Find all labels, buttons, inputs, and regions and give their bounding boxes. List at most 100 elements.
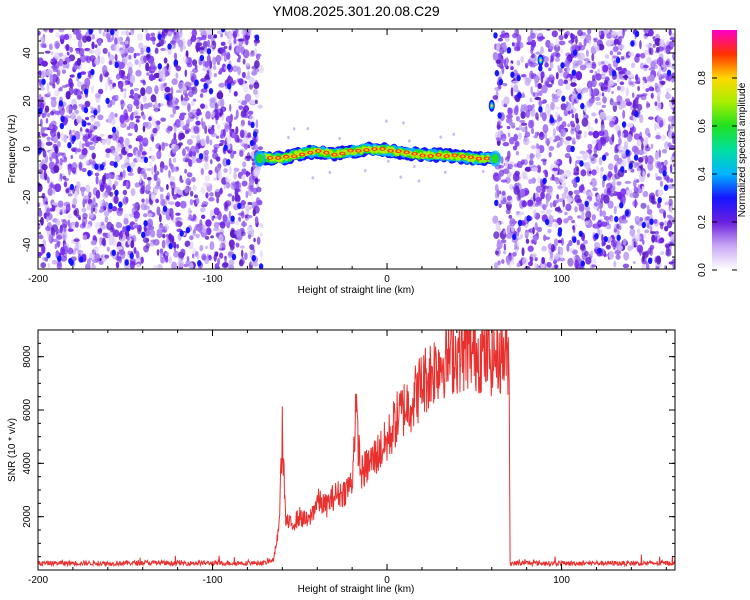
noise-speckle (515, 115, 520, 122)
noise-speckle (555, 38, 560, 48)
noise-speckle (599, 208, 603, 217)
noise-speckle (129, 82, 134, 88)
noise-speckle (158, 213, 162, 223)
noise-speckle (529, 253, 537, 258)
noise-speckle (137, 150, 142, 158)
noise-speckle (585, 210, 592, 219)
noise-speckle (511, 258, 515, 265)
noise-speckle (536, 32, 543, 37)
noise-speckle (191, 86, 198, 95)
noise-speckle (244, 93, 252, 103)
noise-speckle (47, 112, 51, 118)
noise-speckle (81, 147, 88, 156)
noise-speckle (519, 42, 524, 49)
noise-speckle-blue (494, 69, 500, 77)
noise-speckle (642, 64, 649, 69)
noise-speckle (76, 181, 81, 190)
signal-peak-core (485, 157, 489, 160)
noise-speckle (553, 199, 560, 204)
noise-speckle (213, 227, 220, 232)
noise-speckle (573, 171, 580, 176)
noise-speckle (601, 92, 605, 97)
noise-speckle-blue (69, 183, 75, 191)
noise-speckle (535, 112, 539, 120)
noise-speckle-blue (165, 94, 170, 101)
noise-speckle (82, 234, 88, 241)
noise-speckle (128, 213, 135, 217)
noise-speckle (589, 156, 597, 165)
noise-speckle (228, 31, 233, 41)
noise-speckle-blue (597, 247, 602, 254)
y-tick-label: -40 (22, 237, 33, 252)
faint-speckle (338, 136, 341, 141)
noise-speckle (94, 172, 100, 177)
noise-speckle (235, 220, 239, 226)
noise-speckle (217, 163, 222, 169)
noise-speckle (565, 203, 572, 212)
noise-speckle (501, 99, 504, 107)
noise-speckle (174, 124, 177, 133)
noise-speckle-blue (124, 259, 129, 266)
noise-speckle (162, 82, 166, 88)
noise-speckle (602, 60, 610, 66)
signal-peak-core (308, 151, 312, 154)
noise-speckle (76, 148, 82, 153)
noise-speckle (616, 51, 622, 56)
noise-speckle (613, 205, 617, 215)
noise-speckle (632, 261, 636, 265)
noise-speckle (38, 252, 43, 257)
noise-speckle (495, 59, 502, 64)
noise-speckle (527, 261, 533, 267)
noise-speckle (526, 199, 534, 207)
noise-speckle (163, 165, 169, 171)
noise-speckle (175, 212, 181, 216)
noise-speckle (82, 198, 86, 208)
noise-speckle (583, 130, 588, 139)
noise-speckle (590, 80, 595, 85)
noise-speckle (548, 145, 555, 152)
noise-speckle (672, 262, 675, 269)
noise-speckle (522, 106, 529, 112)
noise-speckle (614, 172, 621, 180)
noise-speckle (501, 259, 505, 264)
noise-speckle (238, 259, 244, 267)
noise-speckle (91, 85, 94, 94)
noise-speckle (216, 91, 224, 100)
noise-speckle (526, 153, 530, 161)
noise-speckle (672, 138, 675, 145)
noise-speckle-blue (129, 252, 134, 260)
noise-speckle (557, 247, 564, 253)
noise-speckle (515, 104, 519, 113)
noise-speckle (141, 198, 145, 203)
noise-speckle (565, 136, 572, 141)
noise-speckle (496, 42, 500, 53)
noise-speckle (150, 155, 156, 162)
noise-speckle (113, 195, 119, 205)
noise-speckle (78, 103, 84, 107)
noise-speckle (44, 50, 51, 54)
noise-speckle (536, 226, 543, 233)
noise-speckle-blue (493, 32, 498, 39)
noise-speckle (497, 37, 503, 42)
noise-speckle (634, 96, 639, 104)
noise-speckle (52, 188, 56, 195)
noise-speckle (605, 135, 610, 142)
noise-speckle (94, 207, 98, 215)
noise-speckle (112, 118, 117, 124)
noise-speckle (566, 197, 573, 203)
noise-speckle (114, 43, 120, 53)
noise-speckle (181, 148, 186, 157)
x-tick-label: -100 (203, 274, 223, 285)
noise-speckle (252, 208, 256, 217)
noise-speckle (253, 237, 256, 243)
noise-speckle (530, 86, 533, 95)
noise-speckle (659, 251, 665, 256)
noise-speckle-blue (575, 176, 580, 183)
noise-speckle (72, 197, 78, 206)
noise-speckle (620, 56, 625, 60)
noise-speckle (666, 244, 670, 253)
noise-speckle (238, 105, 244, 110)
noise-speckle-blue (141, 231, 146, 239)
noise-speckle (597, 69, 601, 74)
